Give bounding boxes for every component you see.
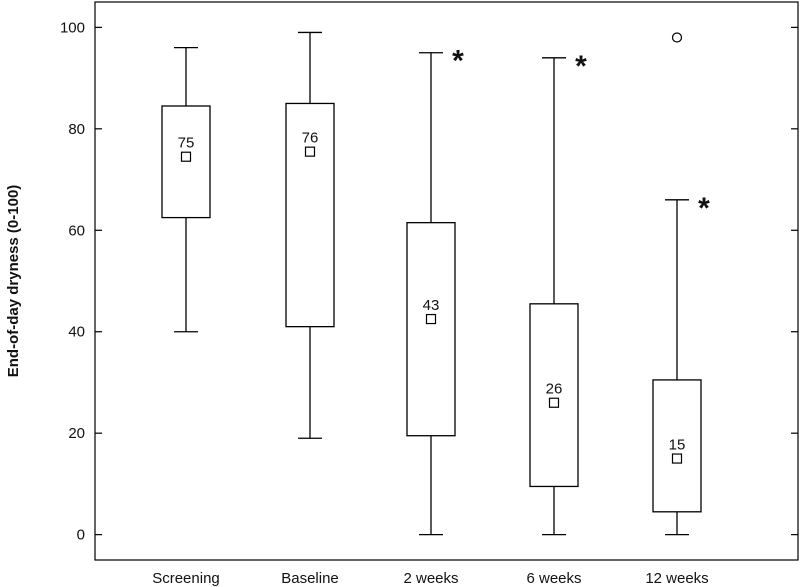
mean-marker bbox=[180, 151, 192, 162]
iqr-box bbox=[406, 222, 456, 437]
mean-label: 75 bbox=[178, 135, 195, 152]
outlier-point bbox=[671, 32, 683, 43]
plot-area-frame bbox=[94, 1, 799, 561]
y-tick-label: 0 bbox=[77, 527, 85, 544]
significance-star: * bbox=[575, 50, 587, 83]
significance-star: * bbox=[452, 45, 464, 78]
boxes-group: 75 76 43 * 26 * 15 * bbox=[161, 31, 710, 536]
iqr-box bbox=[529, 303, 579, 488]
x-category-label: 12 weeks bbox=[645, 570, 708, 587]
x-category-label: 6 weeks bbox=[526, 570, 581, 587]
y-axis-ticks: 0 20 40 60 80 100 bbox=[60, 19, 798, 544]
mean-label: 15 bbox=[669, 437, 686, 454]
box-baseline: 76 bbox=[285, 31, 335, 439]
mean-marker bbox=[548, 397, 560, 408]
x-category-label: Screening bbox=[152, 570, 220, 587]
x-category-label: 2 weeks bbox=[403, 570, 458, 587]
mean-marker bbox=[425, 313, 437, 325]
y-axis-label: End-of-day dryness (0-100) bbox=[5, 185, 22, 378]
x-category-label: Baseline bbox=[281, 570, 339, 587]
box-12-weeks: 15 * bbox=[652, 32, 710, 536]
x-axis-labels: Screening Baseline 2 weeks 6 weeks 12 weeks bbox=[152, 570, 708, 587]
y-tick-label: 60 bbox=[68, 222, 85, 239]
y-tick-label: 40 bbox=[68, 324, 85, 341]
mean-marker bbox=[671, 453, 683, 464]
significance-star: * bbox=[698, 192, 710, 225]
iqr-box bbox=[652, 379, 702, 513]
mean-label: 43 bbox=[423, 297, 440, 314]
mean-label: 26 bbox=[546, 381, 563, 398]
mean-label: 76 bbox=[302, 130, 319, 147]
box-2-weeks: 43 * bbox=[406, 45, 464, 536]
y-tick-label: 20 bbox=[68, 425, 85, 442]
y-tick-label: 80 bbox=[68, 121, 85, 138]
box-6-weeks: 26 * bbox=[529, 50, 587, 536]
y-tick-label: 100 bbox=[60, 19, 85, 36]
mean-marker bbox=[304, 146, 316, 157]
iqr-box bbox=[285, 102, 335, 328]
box-screening: 75 bbox=[161, 47, 211, 333]
